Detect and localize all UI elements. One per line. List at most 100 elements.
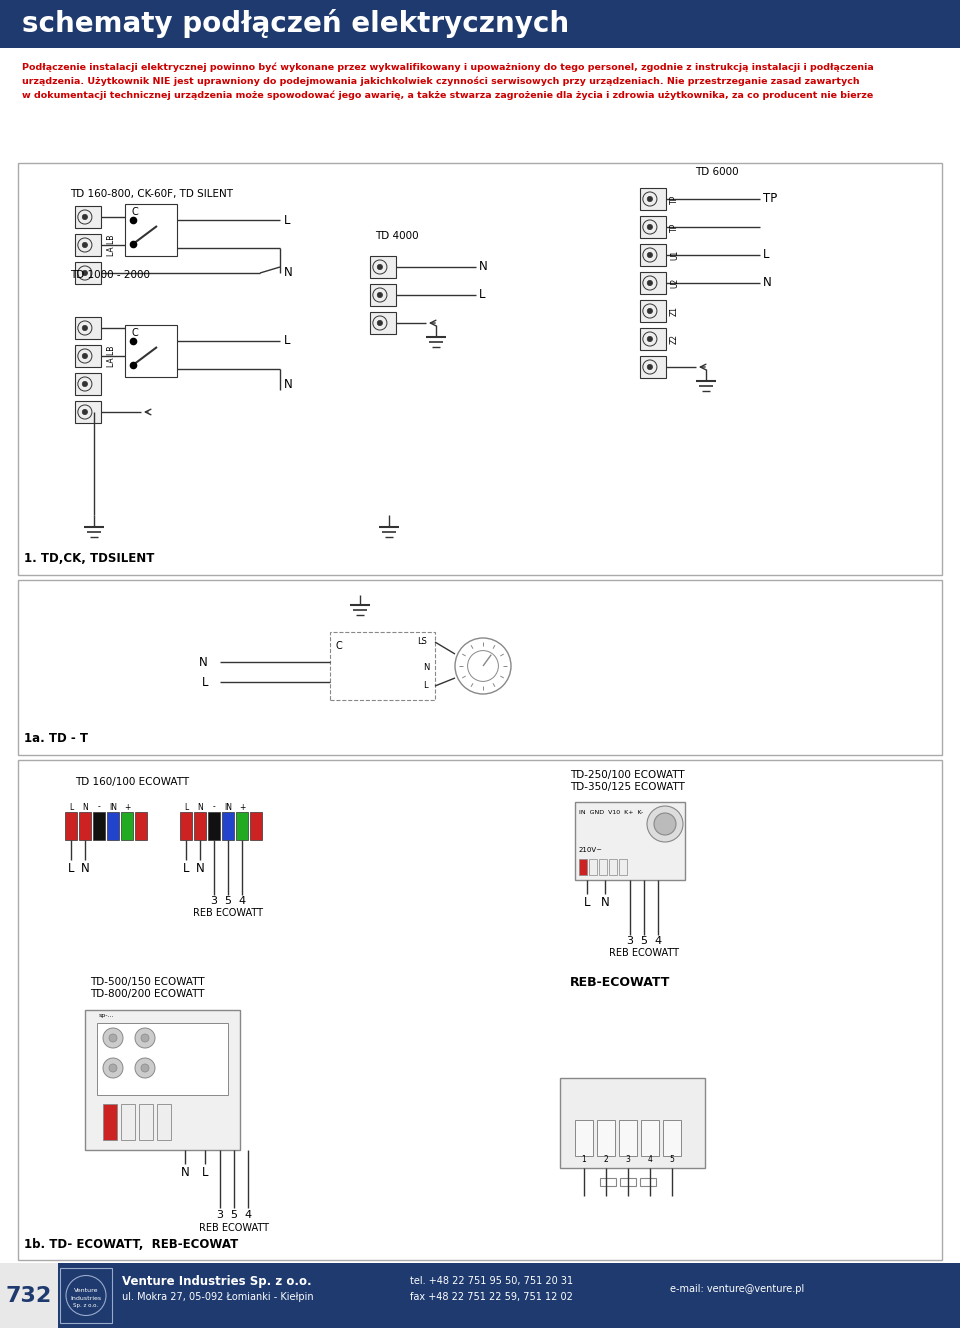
Text: L: L — [68, 862, 74, 875]
Text: Venture Industries Sp. z o.o.: Venture Industries Sp. z o.o. — [122, 1275, 312, 1288]
Text: 210V~: 210V~ — [579, 847, 603, 853]
Bar — [75, 234, 101, 256]
Text: TD-500/150 ECOWATT: TD-500/150 ECOWATT — [90, 977, 204, 987]
Text: tel. +48 22 751 95 50, 751 20 31: tel. +48 22 751 95 50, 751 20 31 — [410, 1276, 573, 1286]
Bar — [370, 256, 396, 278]
Bar — [75, 262, 101, 284]
Text: IN: IN — [109, 802, 117, 811]
Bar — [579, 859, 587, 875]
Text: 3: 3 — [217, 1210, 224, 1220]
Bar — [79, 811, 91, 841]
Circle shape — [141, 1064, 149, 1072]
Text: C: C — [131, 328, 137, 339]
Bar — [640, 189, 666, 210]
Circle shape — [377, 292, 382, 297]
Circle shape — [647, 336, 653, 341]
Bar — [139, 1104, 153, 1139]
Text: L: L — [584, 895, 590, 908]
Bar — [620, 1178, 636, 1186]
Circle shape — [654, 813, 676, 835]
Bar — [18, 163, 942, 575]
Bar — [97, 1023, 228, 1096]
Text: REB ECOWATT: REB ECOWATT — [609, 948, 679, 957]
Text: Industries: Industries — [70, 1296, 102, 1301]
Circle shape — [377, 264, 382, 270]
Circle shape — [647, 252, 653, 258]
Circle shape — [377, 320, 382, 325]
Bar — [222, 811, 234, 841]
Bar — [75, 206, 101, 228]
Text: w dokumentacji technicznej urządzenia może spowodować jego awarię, a także stwar: w dokumentacji technicznej urządzenia mo… — [22, 92, 874, 101]
Text: LA LB: LA LB — [107, 234, 115, 256]
Bar — [640, 1178, 656, 1186]
Bar — [236, 811, 248, 841]
Text: N: N — [479, 260, 488, 274]
Text: U2: U2 — [670, 278, 679, 288]
Text: L: L — [69, 802, 73, 811]
Circle shape — [103, 1058, 123, 1078]
Text: IN  GND  V10  K+  K-: IN GND V10 K+ K- — [579, 810, 643, 814]
Text: 4: 4 — [245, 1210, 252, 1220]
Text: LS: LS — [417, 637, 427, 647]
Text: TP: TP — [763, 193, 778, 206]
Bar — [589, 859, 597, 875]
Text: 5: 5 — [230, 1210, 237, 1220]
Text: e-mail: venture@venture.pl: e-mail: venture@venture.pl — [670, 1284, 804, 1293]
Text: TD 1000 - 2000: TD 1000 - 2000 — [70, 270, 150, 280]
Bar — [18, 760, 942, 1260]
Circle shape — [83, 214, 87, 219]
Bar — [107, 811, 119, 841]
Text: +: + — [124, 802, 131, 811]
Text: 732: 732 — [6, 1286, 52, 1305]
Circle shape — [103, 1028, 123, 1048]
Bar — [0, 1263, 58, 1328]
Bar — [18, 580, 942, 756]
Text: 1. TD,CK, TDSILENT: 1. TD,CK, TDSILENT — [24, 552, 155, 566]
Text: N: N — [284, 267, 293, 279]
Bar — [609, 859, 617, 875]
Bar — [125, 205, 177, 256]
Text: C: C — [335, 641, 342, 651]
Text: 1: 1 — [582, 1155, 587, 1165]
Bar — [180, 811, 192, 841]
Bar — [599, 859, 607, 875]
Text: L: L — [202, 1166, 208, 1178]
Text: 3: 3 — [627, 936, 634, 946]
Text: TD 160/100 ECOWATT: TD 160/100 ECOWATT — [75, 777, 189, 788]
Text: N: N — [83, 802, 88, 811]
Text: N: N — [423, 664, 429, 672]
Text: TD-800/200 ECOWATT: TD-800/200 ECOWATT — [90, 989, 204, 999]
Circle shape — [647, 224, 653, 230]
Text: Sp. z o.o.: Sp. z o.o. — [73, 1303, 99, 1308]
Bar — [640, 356, 666, 378]
Text: ul. Mokra 27, 05-092 Łomianki - Kiełpin: ul. Mokra 27, 05-092 Łomianki - Kiełpin — [122, 1292, 314, 1301]
Bar — [103, 1104, 117, 1139]
Text: REB ECOWATT: REB ECOWATT — [193, 908, 263, 918]
Bar — [135, 811, 147, 841]
Text: 1a. TD - T: 1a. TD - T — [24, 733, 88, 745]
Bar — [597, 1120, 615, 1155]
Text: L: L — [479, 288, 486, 301]
Bar — [640, 300, 666, 321]
Text: sp-...: sp-... — [99, 1013, 114, 1019]
Text: L: L — [184, 802, 188, 811]
Bar — [194, 811, 206, 841]
Text: 2: 2 — [604, 1155, 609, 1165]
Text: U1: U1 — [670, 250, 679, 260]
Bar — [370, 284, 396, 305]
Circle shape — [83, 325, 87, 331]
Text: TD 160-800, CK-60F, TD SILENT: TD 160-800, CK-60F, TD SILENT — [70, 189, 233, 199]
Bar — [640, 216, 666, 238]
Text: N: N — [200, 656, 208, 668]
Text: Podłączenie instalacji elektrycznej powinno być wykonane przez wykwalifikowany i: Podłączenie instalacji elektrycznej powi… — [22, 62, 874, 73]
Text: 4: 4 — [648, 1155, 653, 1165]
Circle shape — [109, 1064, 117, 1072]
Circle shape — [647, 364, 653, 369]
Circle shape — [83, 242, 87, 247]
Text: 4: 4 — [655, 936, 661, 946]
Circle shape — [135, 1058, 155, 1078]
Text: N: N — [284, 377, 293, 390]
Text: Z1: Z1 — [670, 305, 679, 316]
Bar — [0, 1263, 960, 1328]
Circle shape — [647, 280, 653, 286]
